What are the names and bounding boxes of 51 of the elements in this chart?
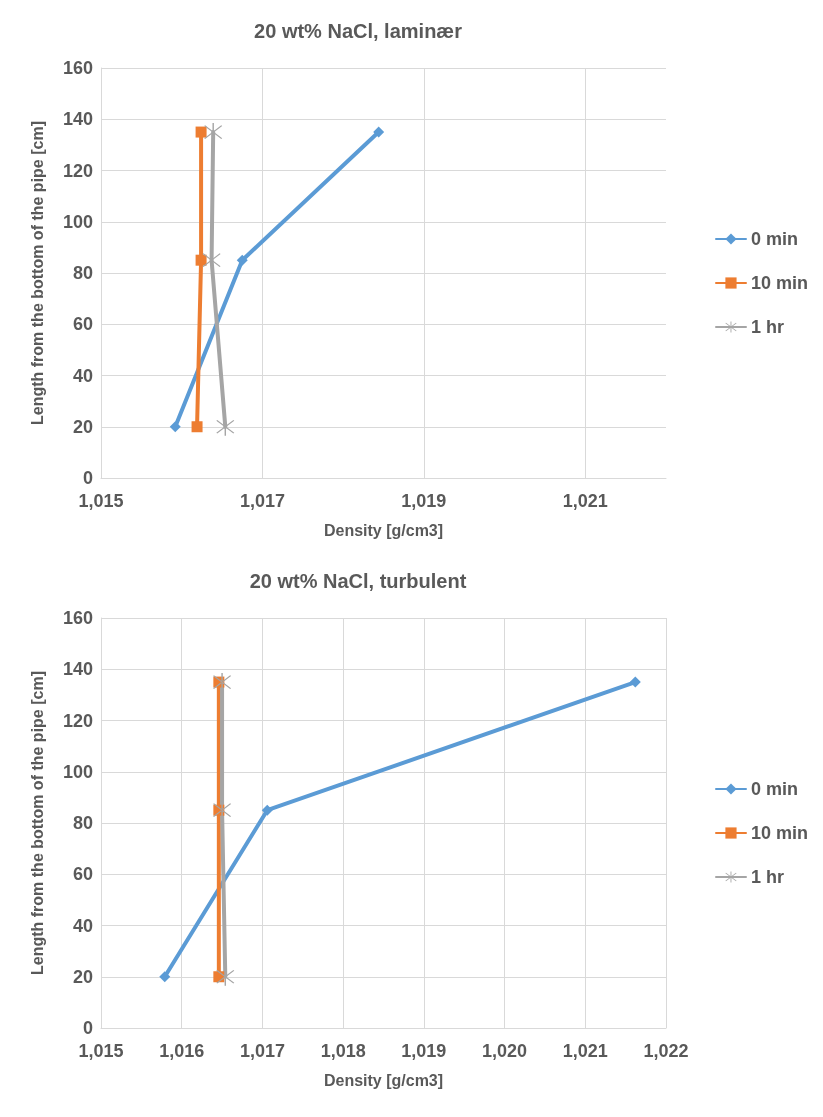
x-tick-label: 1,015 bbox=[78, 491, 124, 511]
legend-label: 1 hr bbox=[750, 867, 784, 887]
y-tick-label: 160 bbox=[62, 58, 93, 78]
y-tick-label: 80 bbox=[72, 813, 93, 833]
point bbox=[191, 421, 203, 433]
x-tick-label: 1,017 bbox=[239, 1041, 285, 1061]
point bbox=[159, 971, 171, 983]
y-tick-label: 100 bbox=[62, 211, 93, 232]
y-tick-label: 20 bbox=[72, 966, 93, 987]
y-tick-label: 0 bbox=[82, 468, 93, 488]
y-tick-label: 140 bbox=[62, 109, 93, 130]
chart-title: 20 wt% NaCl, laminær bbox=[254, 20, 463, 42]
point bbox=[629, 676, 641, 688]
x-tick-label: 1,020 bbox=[482, 1041, 528, 1061]
point bbox=[195, 126, 207, 138]
y-tick-label: 60 bbox=[72, 314, 93, 335]
y-tick-label: 60 bbox=[72, 864, 93, 885]
legend-label: 10 min bbox=[750, 823, 809, 843]
y-tick-label: 100 bbox=[62, 761, 93, 782]
legend-label: 1 hr bbox=[750, 317, 784, 337]
y-tick-label: 0 bbox=[82, 1018, 93, 1038]
y-tick-label: 80 bbox=[72, 263, 93, 283]
x-axis-title: Density [g/cm3] bbox=[323, 521, 444, 539]
y-axis-title: Length from the bottom of the pipe [cm] bbox=[28, 121, 46, 425]
point bbox=[169, 421, 181, 433]
x-tick-label: 1,019 bbox=[401, 1041, 447, 1061]
y-tick-label: 40 bbox=[72, 365, 93, 386]
legend-label: 0 min bbox=[750, 229, 798, 249]
legend-label: 10 min bbox=[750, 273, 809, 293]
x-tick-label: 1,018 bbox=[320, 1041, 366, 1061]
x-tick-label: 1,016 bbox=[159, 1041, 205, 1061]
point bbox=[195, 254, 207, 266]
y-tick-label: 120 bbox=[62, 710, 93, 731]
y-tick-label: 120 bbox=[62, 160, 93, 181]
y-tick-label: 20 bbox=[72, 416, 93, 437]
y-tick-label: 140 bbox=[62, 659, 93, 680]
legend-label: 0 min bbox=[750, 779, 798, 799]
x-tick-label: 1,022 bbox=[643, 1041, 689, 1061]
y-tick-label: 40 bbox=[72, 915, 93, 936]
x-tick-label: 1,021 bbox=[562, 1041, 608, 1061]
chart-title: 20 wt% NaCl, turbulent bbox=[249, 570, 467, 592]
y-tick-label: 160 bbox=[62, 608, 93, 628]
point bbox=[373, 126, 385, 138]
y-axis-title: Length from the bottom of the pipe [cm] bbox=[28, 671, 46, 975]
x-tick-label: 1,017 bbox=[239, 491, 285, 511]
x-tick-label: 1,015 bbox=[78, 1041, 124, 1061]
point bbox=[261, 804, 273, 816]
x-tick-label: 1,019 bbox=[401, 491, 447, 511]
x-tick-label: 1,021 bbox=[562, 491, 608, 511]
x-axis-title: Density [g/cm3] bbox=[323, 1071, 444, 1089]
point bbox=[236, 254, 248, 266]
